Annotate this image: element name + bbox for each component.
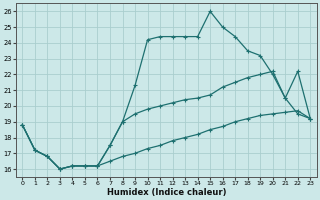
X-axis label: Humidex (Indice chaleur): Humidex (Indice chaleur): [107, 188, 226, 197]
